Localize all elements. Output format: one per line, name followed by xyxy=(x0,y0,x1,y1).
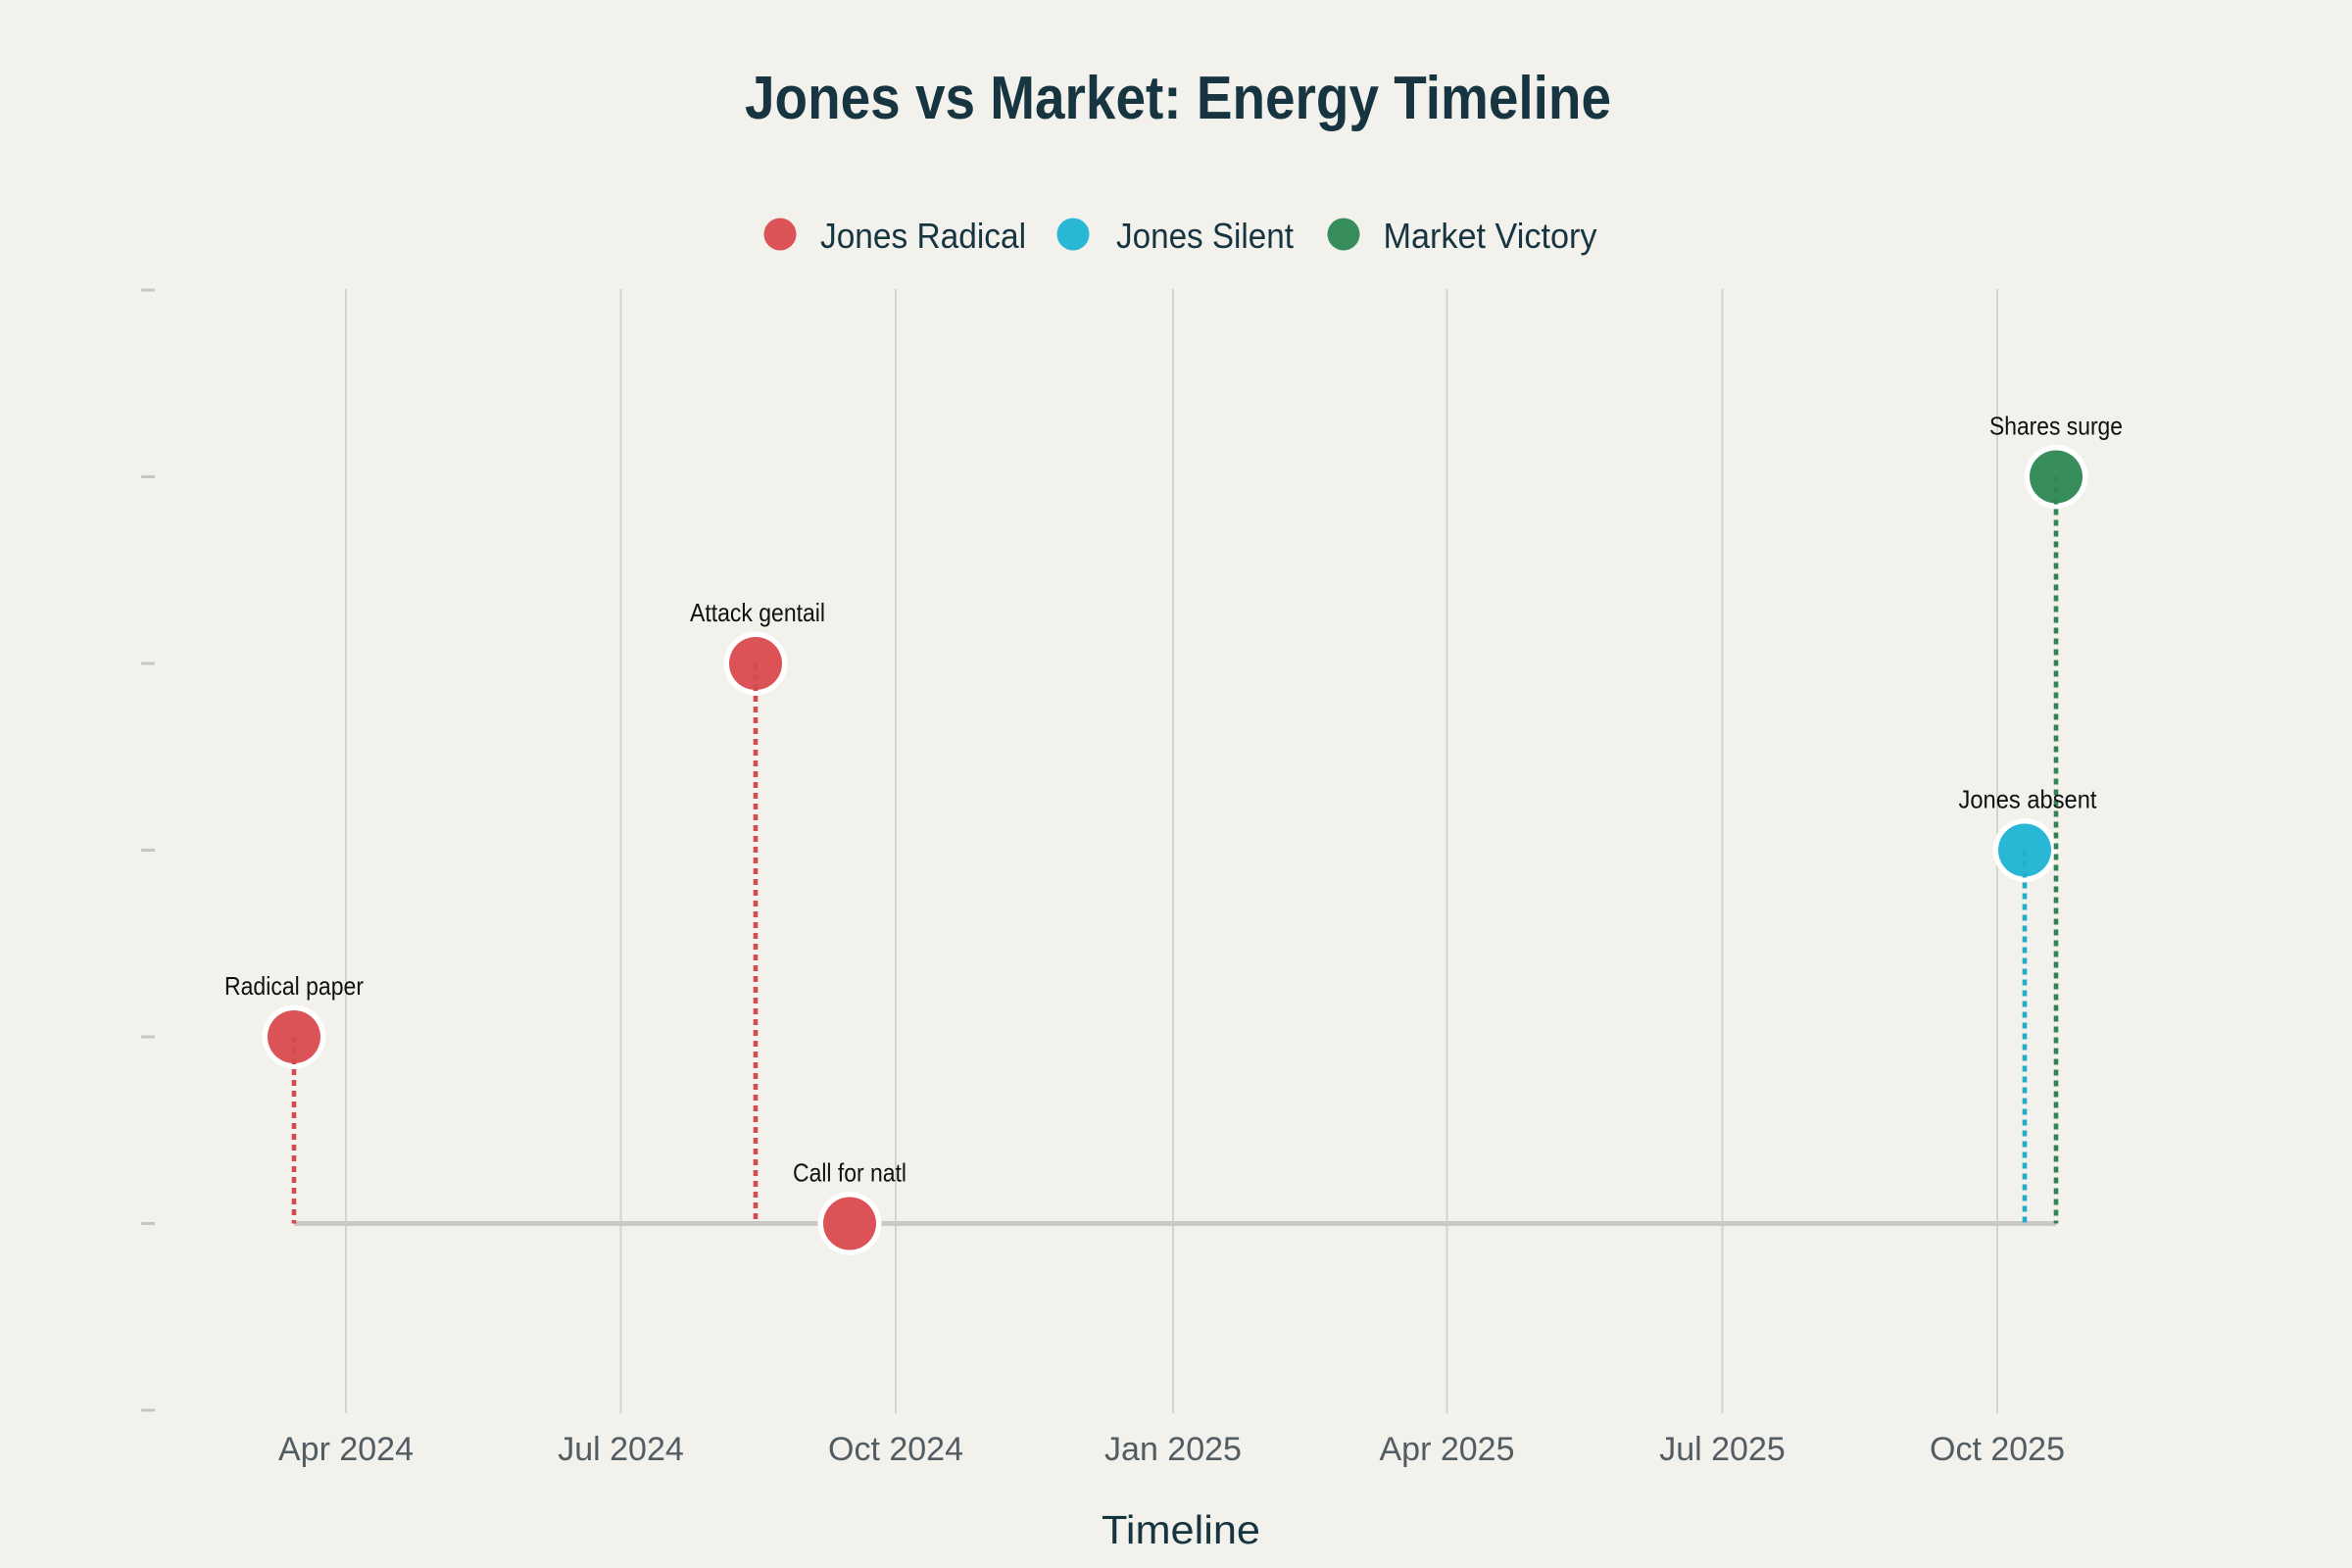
svg-text:Jan 2025: Jan 2025 xyxy=(1104,1431,1242,1468)
svg-text:Apr 2024: Apr 2024 xyxy=(278,1431,414,1468)
svg-text:Oct 2024: Oct 2024 xyxy=(828,1431,963,1468)
svg-text:Jul 2024: Jul 2024 xyxy=(558,1431,684,1468)
svg-text:Jones Radical: Jones Radical xyxy=(820,216,1026,256)
svg-text:Call for natl: Call for natl xyxy=(793,1158,906,1188)
svg-text:Jul 2025: Jul 2025 xyxy=(1659,1431,1786,1468)
svg-text:Jones vs Market: Energy Timeli: Jones vs Market: Energy Timeline xyxy=(745,65,1611,132)
svg-text:Jones absent: Jones absent xyxy=(1959,785,2098,814)
svg-text:Radical paper: Radical paper xyxy=(224,971,364,1001)
svg-text:Market Victory: Market Victory xyxy=(1384,216,1597,256)
svg-text:Shares surge: Shares surge xyxy=(1989,412,2123,441)
svg-text:Attack gentail: Attack gentail xyxy=(690,598,825,627)
svg-text:Timeline: Timeline xyxy=(1102,1507,1260,1552)
svg-text:Oct 2025: Oct 2025 xyxy=(1930,1431,2065,1468)
svg-text:Apr 2025: Apr 2025 xyxy=(1380,1431,1515,1468)
svg-text:Jones Silent: Jones Silent xyxy=(1116,216,1294,256)
